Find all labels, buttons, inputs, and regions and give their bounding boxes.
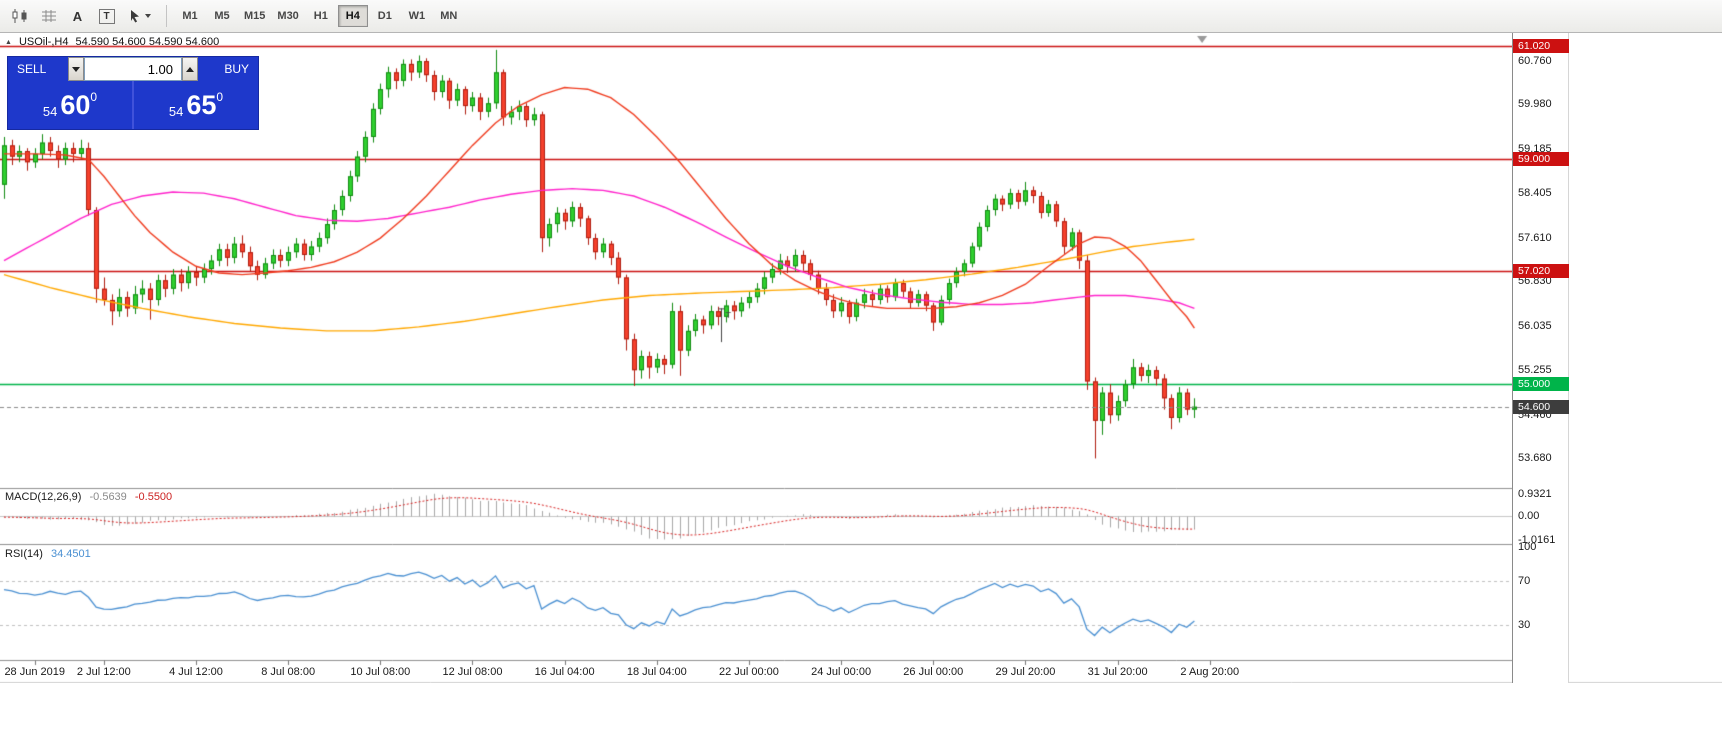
price-axis-label: 59.185 xyxy=(1518,143,1552,156)
time-axis-label: 31 Jul 20:00 xyxy=(1087,666,1148,678)
rsi-value: 34.4501 xyxy=(50,548,91,560)
price-axis-label: 58.405 xyxy=(1518,186,1552,199)
timeframe-button-d1[interactable]: D1 xyxy=(377,10,392,22)
price-badge-54.600: 54.600 xyxy=(1513,399,1569,414)
time-axis[interactable]: 28 Jun 2019 2 Jul 12:00 4 Jul 12:00 8 Jul 0… xyxy=(0,663,1512,683)
triangle-up-icon xyxy=(186,66,194,72)
buy-price-pips: 65 xyxy=(186,89,217,120)
time-axis-label: 22 Jul 00:00 xyxy=(718,666,779,678)
buy-button[interactable]: 54 65 0 xyxy=(134,81,258,129)
grid-icon[interactable] xyxy=(35,4,62,28)
text-tool-icon[interactable]: T xyxy=(93,4,120,28)
volume-increase-button[interactable] xyxy=(182,57,198,81)
chart-ohlc-values: 54.590 54.600 54.590 54.600 xyxy=(75,36,220,48)
macd-signal-value: -0.5500 xyxy=(134,491,173,503)
time-axis-label: 8 Jul 08:00 xyxy=(261,666,316,678)
price-axis-label: 56.035 xyxy=(1518,320,1552,333)
letter-a-glyph: A xyxy=(72,8,83,24)
timeframe-button-mn[interactable]: MN xyxy=(440,10,458,22)
trade-panel-divider xyxy=(132,81,134,129)
price-badge-61.020: 61.020 xyxy=(1513,38,1569,53)
timeframe-button-m5[interactable]: M5 xyxy=(214,10,230,22)
time-axis-label: 26 Jul 00:00 xyxy=(903,666,964,678)
timeframe-button-h4[interactable]: H4 xyxy=(337,5,368,27)
sell-button[interactable]: 54 60 0 xyxy=(8,81,132,129)
rsi-axis-label: 30 xyxy=(1518,619,1531,632)
sell-price-pips: 60 xyxy=(60,89,91,120)
macd-axis-label: -1.0161 xyxy=(1518,533,1556,546)
time-axis-label: 28 Jun 2019 xyxy=(4,666,65,678)
chevron-down-icon xyxy=(145,14,151,18)
macd-main-value: -0.5639 xyxy=(89,491,127,503)
sell-price-units: 54 xyxy=(42,104,58,119)
toolbar-separator xyxy=(166,5,167,27)
price-axis-label: 53.680 xyxy=(1518,452,1552,465)
tool-icon-group: A T xyxy=(5,4,159,28)
rsi-axis-label: 100 xyxy=(1518,541,1537,553)
price-axis-label: 60.760 xyxy=(1518,54,1552,67)
time-axis-label: 29 Jul 20:00 xyxy=(995,666,1056,678)
chart-canvas[interactable] xyxy=(0,33,1722,752)
chart-area: ▲ USOil-,H4 54.590 54.600 54.590 54.600 … xyxy=(0,33,1722,752)
chart-symbol-timeframe: USOil-,H4 xyxy=(18,36,69,48)
rsi-name: RSI(14) xyxy=(5,548,43,560)
buy-price-units: 54 xyxy=(168,104,184,119)
candlestick-chart-icon[interactable] xyxy=(6,4,33,28)
price-badge-55.000: 55.000 xyxy=(1513,377,1569,392)
cursor-tool-icon[interactable] xyxy=(122,4,158,28)
price-badge-59.000: 59.000 xyxy=(1513,152,1569,167)
timeframe-button-m30[interactable]: M30 xyxy=(277,10,299,22)
timeframe-button-h1[interactable]: H1 xyxy=(313,10,328,22)
macd-indicator-label: MACD(12,26,9) -0.5639 -0.5500 xyxy=(5,491,172,503)
toolbar: A T M1 M5 M15 M30 H1 H4 D1 W1 MN xyxy=(0,0,1722,33)
timeframe-button-w1[interactable]: W1 xyxy=(408,10,426,22)
price-axis-label: 56.830 xyxy=(1518,275,1552,288)
price-axis-label: 59.980 xyxy=(1518,98,1552,111)
buy-price-fraction: 0 xyxy=(216,90,224,104)
triangle-down-icon xyxy=(72,66,80,72)
timeframe-group: M1 M5 M15 M30 H1 H4 D1 W1 MN xyxy=(174,5,465,27)
sell-price-fraction: 0 xyxy=(90,90,98,104)
time-axis-label: 2 Aug 20:00 xyxy=(1180,666,1240,678)
time-axis-label: 10 Jul 08:00 xyxy=(350,666,411,678)
macd-axis-label: 0.9321 xyxy=(1518,488,1552,501)
volume-input[interactable]: 1.00 xyxy=(84,57,182,81)
letter-t-glyph: T xyxy=(98,8,115,24)
macd-axis-label: 0.00 xyxy=(1518,510,1540,522)
price-axis[interactable]: 60.760 59.980 59.185 58.405 57.610 56.830 56.0… xyxy=(1512,33,1569,683)
rsi-axis-label: 70 xyxy=(1518,574,1531,587)
collapse-arrow-icon[interactable]: ▲ xyxy=(5,38,12,46)
price-axis-label: 57.610 xyxy=(1518,231,1552,244)
price-axis-label: 55.255 xyxy=(1518,363,1552,376)
timeframe-button-m15[interactable]: M15 xyxy=(244,10,266,22)
price-badge-57.020: 57.020 xyxy=(1513,263,1569,278)
buy-label: BUY xyxy=(198,57,258,81)
time-axis-label: 4 Jul 12:00 xyxy=(169,666,223,678)
volume-decrease-button[interactable] xyxy=(68,57,84,81)
time-axis-label: 24 Jul 00:00 xyxy=(811,666,872,678)
time-axis-label: 16 Jul 04:00 xyxy=(534,666,595,678)
text-annotation-icon[interactable]: A xyxy=(64,4,91,28)
chart-title: ▲ USOil-,H4 54.590 54.600 54.590 54.600 xyxy=(5,35,219,49)
time-axis-label: 18 Jul 04:00 xyxy=(626,666,687,678)
macd-name: MACD(12,26,9) xyxy=(5,491,82,503)
time-axis-label: 2 Jul 12:00 xyxy=(76,666,131,678)
rsi-indicator-label: RSI(14) 34.4501 xyxy=(5,548,91,560)
timeframe-button-m1[interactable]: M1 xyxy=(182,10,198,22)
one-click-trading-panel: SELL 1.00 BUY 54 60 0 54 65 0 xyxy=(8,57,258,129)
time-axis-label: 12 Jul 08:00 xyxy=(442,666,503,678)
sell-label: SELL xyxy=(8,57,68,81)
